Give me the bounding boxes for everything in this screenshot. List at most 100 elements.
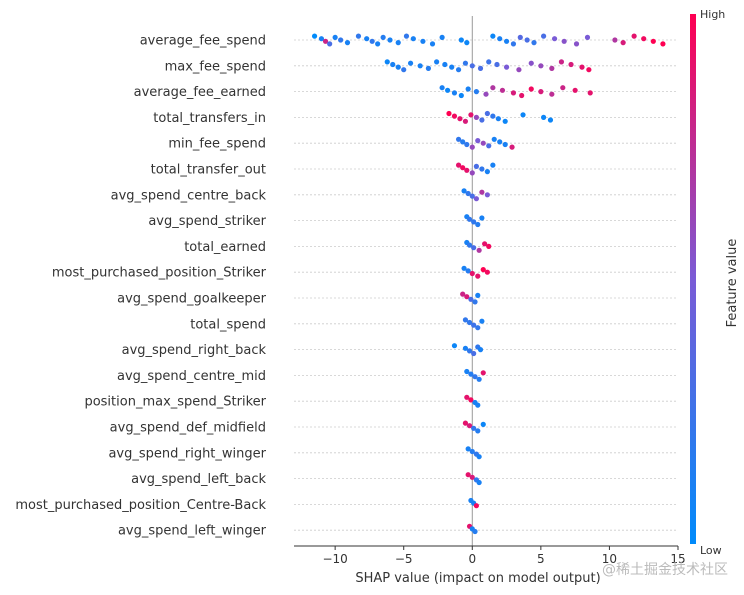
shap-point bbox=[375, 41, 381, 47]
shap-point bbox=[650, 38, 656, 44]
shap-point bbox=[549, 65, 555, 71]
shap-point bbox=[462, 420, 469, 426]
shap-point bbox=[417, 63, 423, 69]
shap-point bbox=[458, 37, 464, 43]
feature-label: most_purchased_position_Striker bbox=[52, 266, 267, 281]
x-tick-label: −10 bbox=[322, 552, 347, 566]
shap-point bbox=[572, 87, 578, 93]
shap-point bbox=[469, 270, 475, 277]
shap-point bbox=[462, 345, 469, 351]
shap-point bbox=[461, 188, 467, 194]
shap-point bbox=[490, 113, 496, 119]
shap-point bbox=[471, 425, 477, 431]
shap-point bbox=[395, 64, 401, 70]
shap-point bbox=[464, 167, 470, 173]
shap-point bbox=[484, 110, 490, 117]
shap-point bbox=[551, 36, 558, 42]
shap-point bbox=[468, 112, 474, 118]
shap-point bbox=[318, 36, 325, 42]
feature-label: avg_spend_striker bbox=[148, 214, 266, 229]
shap-point bbox=[472, 374, 478, 380]
shap-point bbox=[451, 90, 458, 96]
shap-point bbox=[466, 348, 473, 354]
shap-point bbox=[455, 162, 462, 168]
shap-point bbox=[439, 34, 445, 41]
shap-point bbox=[497, 139, 503, 145]
shap-point bbox=[332, 34, 338, 41]
shap-point bbox=[490, 33, 496, 39]
shap-point bbox=[446, 110, 452, 117]
shap-point bbox=[469, 193, 475, 199]
x-axis-title: SHAP value (impact on model output) bbox=[355, 571, 600, 586]
shap-point bbox=[445, 87, 451, 93]
shap-point bbox=[468, 397, 474, 403]
shap-point bbox=[494, 61, 500, 68]
shap-point bbox=[477, 65, 484, 71]
shap-point bbox=[502, 118, 508, 124]
shap-point bbox=[549, 91, 555, 97]
shap-point bbox=[484, 269, 490, 275]
shap-point bbox=[484, 192, 490, 198]
shap-point bbox=[547, 117, 554, 123]
shap-point bbox=[475, 402, 481, 408]
shap-point bbox=[483, 91, 489, 97]
shap-point bbox=[469, 144, 475, 150]
shap-point bbox=[479, 215, 485, 221]
shap-point bbox=[469, 63, 475, 69]
shap-point bbox=[520, 112, 526, 118]
shap-point bbox=[465, 268, 471, 274]
shap-point bbox=[476, 247, 482, 253]
shap-point bbox=[327, 41, 333, 47]
shap-point bbox=[538, 89, 544, 95]
shap-point bbox=[531, 40, 537, 46]
shap-point bbox=[473, 114, 479, 120]
feature-label: average_fee_spend bbox=[140, 34, 266, 49]
feature-label: total_transfers_in bbox=[153, 111, 266, 126]
shap-point bbox=[528, 86, 534, 92]
shap-point bbox=[510, 41, 517, 47]
shap-point bbox=[579, 64, 585, 70]
shap-point bbox=[344, 40, 351, 46]
shap-point bbox=[465, 86, 471, 92]
shap-point bbox=[476, 479, 482, 486]
shap-point bbox=[465, 472, 471, 478]
feature-label: avg_spend_left_back bbox=[131, 472, 266, 487]
shap-point bbox=[475, 273, 481, 279]
shap-point bbox=[455, 67, 462, 73]
shap-point bbox=[460, 165, 466, 171]
shap-point bbox=[461, 265, 467, 271]
shap-point bbox=[390, 61, 396, 68]
shap-point bbox=[395, 40, 401, 46]
shap-point bbox=[477, 347, 484, 353]
shap-point bbox=[407, 60, 414, 66]
shap-point bbox=[475, 138, 481, 144]
shap-point bbox=[528, 60, 534, 66]
shap-point bbox=[475, 428, 481, 434]
feature-label: avg_spend_goalkeeper bbox=[117, 292, 267, 307]
shap-point bbox=[451, 113, 458, 119]
shap-point bbox=[469, 170, 475, 176]
shap-point bbox=[482, 241, 488, 247]
shap-point bbox=[475, 292, 481, 298]
feature-rows: average_fee_spend max_fee_spend average_fe… bbox=[15, 34, 678, 539]
shap-point bbox=[466, 216, 473, 222]
shap-point bbox=[490, 162, 496, 168]
shap-point bbox=[473, 503, 479, 509]
x-tick-label: 0 bbox=[468, 552, 476, 566]
shap-point bbox=[473, 89, 479, 95]
feature-label: avg_spend_centre_mid bbox=[117, 369, 266, 384]
shap-point bbox=[480, 267, 486, 273]
shap-point bbox=[462, 317, 469, 323]
feature-label: avg_spend_right_winger bbox=[108, 446, 266, 461]
shap-point bbox=[479, 318, 485, 324]
shap-point bbox=[471, 350, 477, 357]
shap-points bbox=[311, 33, 666, 535]
shap-point bbox=[480, 370, 486, 376]
watermark: @稀土掘金技术社区 bbox=[602, 562, 728, 578]
shap-point bbox=[384, 59, 390, 65]
shap-point bbox=[429, 41, 436, 47]
shap-point bbox=[484, 169, 490, 175]
colorbar-high-label: High bbox=[700, 8, 725, 21]
shap-point bbox=[434, 59, 440, 65]
shap-point bbox=[541, 114, 547, 120]
